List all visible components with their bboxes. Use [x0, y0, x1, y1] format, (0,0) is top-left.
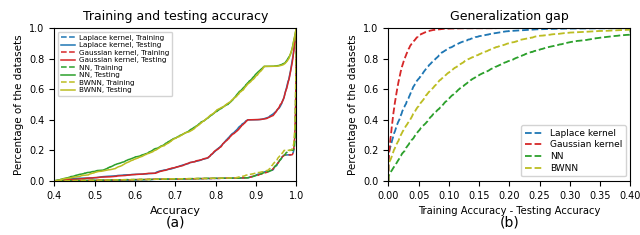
Text: (b): (b): [499, 216, 519, 230]
Title: Training and testing accuracy: Training and testing accuracy: [83, 10, 268, 23]
Title: Generalization gap: Generalization gap: [450, 10, 569, 23]
X-axis label: Training Accuracy - Testing Accuracy: Training Accuracy - Testing Accuracy: [418, 206, 600, 216]
Y-axis label: Percentage of the datasets: Percentage of the datasets: [13, 34, 24, 175]
Text: (a): (a): [166, 216, 185, 230]
X-axis label: Accuracy: Accuracy: [150, 206, 201, 216]
Legend: Laplace kernel, Gaussian kernel, NN, BWNN: Laplace kernel, Gaussian kernel, NN, BWN…: [521, 125, 626, 176]
Y-axis label: Percentage of the datasets: Percentage of the datasets: [348, 34, 358, 175]
Legend: Laplace kernel, Training, Laplace kernel, Testing, Gaussian kernel, Training, Ga: Laplace kernel, Training, Laplace kernel…: [58, 32, 172, 96]
